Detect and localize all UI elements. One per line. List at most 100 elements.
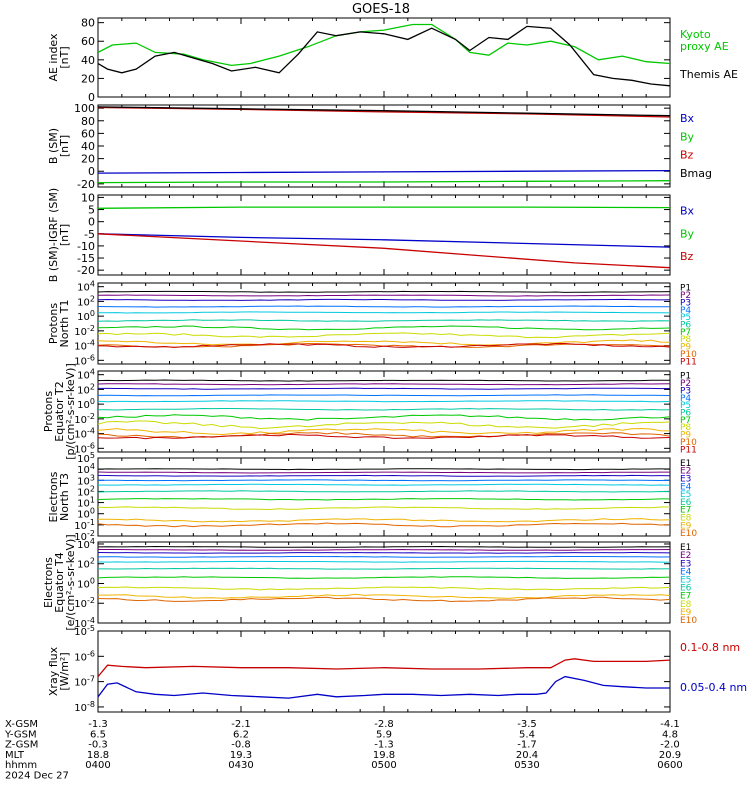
- legend-entry: E5: [680, 575, 691, 585]
- y-tick-label: 104: [77, 368, 95, 382]
- ephemeris-value: 4.8: [662, 729, 678, 740]
- series-line: [98, 25, 670, 87]
- ephemeris-value: 0600: [657, 760, 682, 771]
- legend-entry: E10: [680, 529, 697, 539]
- y-tick-label: 0: [88, 165, 95, 178]
- legend-entry: E5: [680, 490, 691, 500]
- y-tick-label: 10-7: [74, 675, 95, 689]
- ephemeris-value: -2.0: [660, 740, 680, 751]
- legend-entry: P11: [680, 357, 697, 367]
- legend-entry: P7: [680, 328, 691, 338]
- y-tick-exponent: 2: [90, 484, 95, 493]
- y-tick-label: 102: [77, 382, 95, 396]
- y-tick-exponent: 4: [90, 280, 95, 289]
- y-tick-label: 10-6: [74, 353, 95, 367]
- channel-line: [98, 319, 670, 322]
- y-tick-exponent: -4: [87, 616, 95, 625]
- legend-entry: E1: [680, 459, 691, 469]
- y-axis-label: [e/(cm²-s-sr-keV)]: [64, 534, 77, 630]
- y-tick-label: 100: [77, 309, 95, 323]
- y-tick-exponent: -4: [87, 427, 95, 436]
- y-tick-label: 104: [77, 537, 95, 551]
- channel-line: [98, 379, 670, 382]
- channel-line: [98, 332, 670, 339]
- y-axis-label: Protons: [47, 303, 60, 344]
- legend-entry: 0.1-0.8 nm: [680, 641, 740, 654]
- ephemeris-value: -0.8: [231, 740, 251, 751]
- channel-line: [98, 548, 670, 551]
- y-tick-label: 100: [77, 397, 95, 411]
- legend-entry: P10: [680, 438, 697, 448]
- channel-line: [98, 468, 670, 471]
- y-tick-exponent: 0: [90, 397, 95, 406]
- y-tick-label: 10-4: [74, 427, 95, 441]
- legend-entry: Kyoto: [680, 28, 711, 41]
- legend-entry: P8: [680, 423, 691, 433]
- channel-line: [98, 555, 670, 558]
- legend-entry: E8: [680, 514, 692, 524]
- legend-entry: 0.05-0.4 nm: [680, 681, 747, 694]
- date-label: 2024 Dec 27: [5, 771, 69, 782]
- legend-entry: By: [680, 130, 695, 143]
- y-tick-label: 80: [81, 17, 95, 30]
- ephemeris-value: -1.3: [88, 719, 108, 730]
- y-tick-label: 0: [88, 91, 95, 104]
- ephemeris-value: 18.8: [87, 750, 109, 761]
- legend-entry: Themis AE: [679, 68, 738, 81]
- channel-line: [98, 343, 670, 348]
- legend-entry: P9: [680, 343, 691, 353]
- y-axis-label: Equator T2: [53, 381, 66, 441]
- channel-line: [98, 522, 670, 528]
- ephemeris-value: 20.9: [659, 750, 681, 761]
- channel-line: [98, 551, 670, 554]
- plot-area: [98, 658, 670, 699]
- ephemeris-value: -3.5: [517, 719, 537, 730]
- legend-entry: Bx: [680, 112, 695, 125]
- plot-area: [98, 290, 670, 349]
- y-axis-label: Electrons: [42, 557, 55, 608]
- y-tick-label: 60: [81, 35, 95, 48]
- legend-entry: P8: [680, 335, 691, 345]
- y-axis-label: Equator T4: [53, 552, 66, 612]
- panel-6: 10510410310210110010-110-2ElectronsNorth…: [47, 451, 697, 543]
- y-tick-label: 100: [74, 102, 95, 115]
- ephemeris-value: 0530: [514, 760, 539, 771]
- channel-line: [98, 290, 670, 293]
- series-line: [98, 169, 670, 174]
- y-tick-exponent: -6: [87, 441, 95, 450]
- y-tick-exponent: 2: [90, 382, 95, 391]
- channel-line: [98, 387, 670, 390]
- y-tick-exponent: -7: [87, 675, 95, 684]
- y-tick-label: 40: [81, 54, 95, 67]
- panel-8: 10-5 10-6 10-7 10-8 Xray flux[W/m²] 0.1-0.8 n…: [47, 624, 747, 714]
- y-tick-exponent: 2: [90, 294, 95, 303]
- plot-area: [98, 206, 670, 269]
- channel-line: [98, 567, 670, 570]
- legend-entry: E7: [680, 592, 691, 602]
- y-tick-label: 80: [81, 115, 95, 128]
- y-tick-exponent: -2: [87, 596, 95, 605]
- y-tick-exponent: -8: [87, 700, 95, 709]
- y-tick-label: 10-4: [74, 339, 95, 353]
- ephemeris-value: 5.9: [376, 729, 392, 740]
- y-tick-exponent: 2: [90, 557, 95, 566]
- y-tick-label: 10-2: [74, 412, 95, 426]
- y-tick-exponent: -6: [87, 649, 95, 658]
- legend-entry: E2: [680, 467, 691, 477]
- ephemeris-value: -2.8: [374, 719, 394, 730]
- legend-entry: P7: [680, 416, 691, 426]
- channel-line: [98, 325, 670, 331]
- ephemeris-value: 6.2: [233, 729, 249, 740]
- y-tick-label: -15: [77, 252, 95, 265]
- y-tick-exponent: -1: [87, 518, 95, 527]
- y-tick-exponent: 5: [90, 451, 95, 460]
- legend-entry: P9: [680, 431, 691, 441]
- plot-area: [98, 545, 670, 603]
- channel-line: [98, 479, 670, 482]
- channel-line: [98, 490, 670, 493]
- y-axis-label: [W/m²]: [58, 652, 71, 690]
- y-tick-label: 104: [77, 280, 95, 294]
